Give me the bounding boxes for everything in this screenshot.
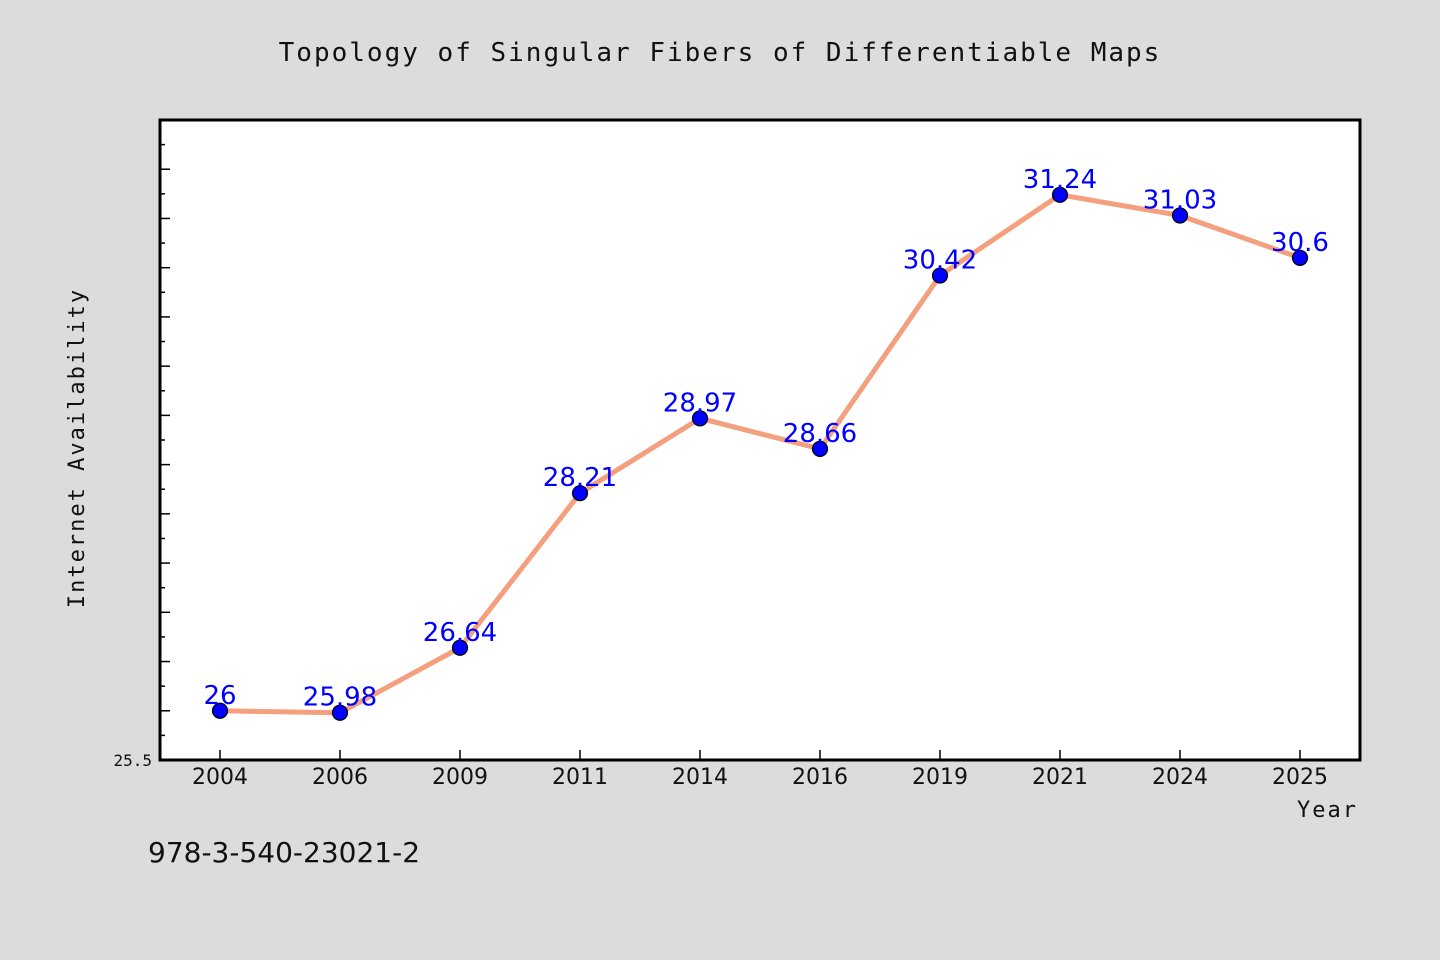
x-tick-label: 2025 — [1272, 765, 1328, 790]
data-label: 26.64 — [423, 618, 497, 648]
x-tick-label: 2014 — [672, 765, 728, 790]
data-point — [1051, 186, 1069, 203]
x-axis-ticks: 2004 2006 2009 2011 2014 2016 2019 2021 2024 2025 — [192, 750, 1328, 790]
data-label: 31.24 — [1023, 165, 1097, 195]
plot-area — [158, 118, 1362, 762]
x-tick-label: 2009 — [432, 765, 488, 790]
data-label: 31.03 — [1143, 186, 1217, 216]
x-tick-label: 2011 — [552, 765, 608, 790]
x-tick-label: 2021 — [1032, 765, 1088, 790]
series-line — [219, 192, 1301, 716]
data-label: 30.6 — [1271, 228, 1329, 258]
data-point — [1291, 249, 1309, 266]
x-tick-label: 2019 — [912, 765, 968, 790]
data-point — [811, 440, 829, 457]
data-labels: 26 25.98 26.64 28.21 28.97 28.66 30.42 31.24 31.… — [203, 165, 1328, 713]
x-axis-label: Year — [1297, 798, 1358, 823]
data-point — [691, 410, 709, 427]
data-label: 28.97 — [663, 388, 737, 418]
footer-isbn: 978-3-540-23021-2 — [148, 836, 420, 869]
x-tick-label: 2004 — [192, 765, 248, 790]
data-label: 28.21 — [543, 463, 617, 493]
series-markers — [211, 186, 1309, 721]
x-tick-label: 2006 — [312, 765, 368, 790]
chart-title: Topology of Singular Fibers of Different… — [279, 38, 1162, 68]
data-label: 26 — [203, 681, 236, 711]
data-point — [931, 267, 949, 284]
data-label: 25.98 — [303, 683, 377, 713]
data-point — [331, 704, 349, 721]
data-point — [571, 485, 589, 502]
data-label: 28.66 — [783, 419, 857, 449]
data-point — [451, 639, 469, 656]
y-axis-label: Internet Availability — [65, 288, 90, 608]
data-point — [1171, 207, 1189, 224]
x-tick-label: 2024 — [1152, 765, 1208, 790]
data-label: 30.42 — [903, 246, 977, 276]
x-tick-label: 2016 — [792, 765, 848, 790]
y-tick-label: 25.5 — [113, 751, 152, 770]
y-axis-ticks: 25.5 — [113, 143, 170, 770]
data-point — [211, 702, 229, 719]
